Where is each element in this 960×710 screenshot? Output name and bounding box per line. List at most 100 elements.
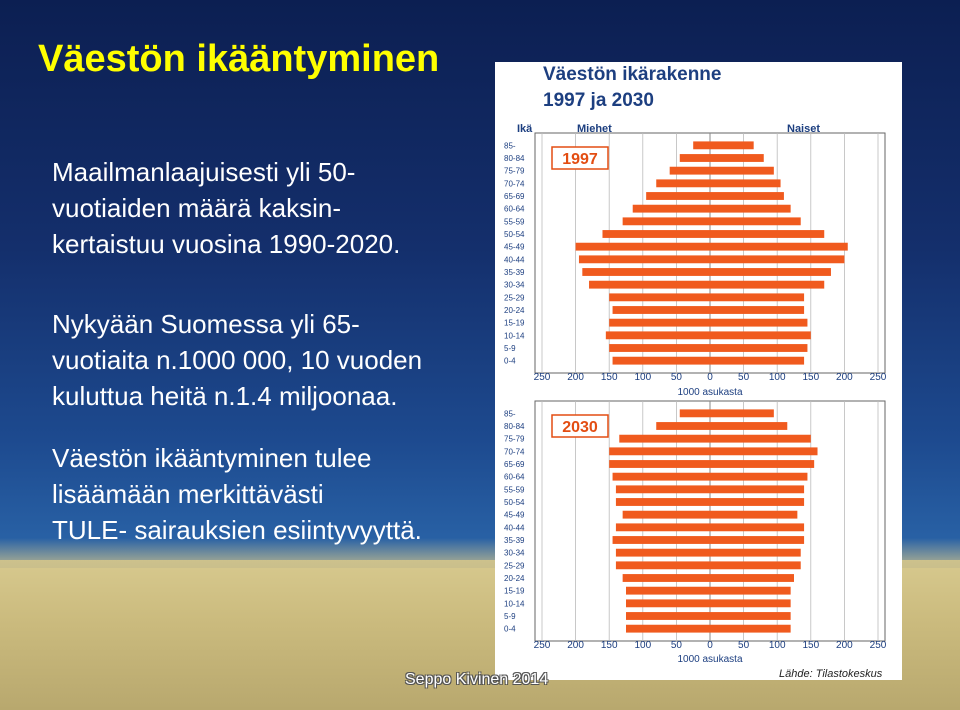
bar-male	[615, 523, 710, 532]
age-tick-label: 10-14	[504, 599, 525, 608]
bar-female	[710, 318, 808, 327]
bar-female	[710, 179, 781, 188]
age-tick-label: 20-24	[504, 306, 525, 315]
bar-male	[589, 280, 710, 289]
age-tick-label: 45-49	[504, 511, 525, 520]
x-tick-label: 200	[567, 640, 584, 651]
bar-male	[626, 599, 710, 608]
age-tick-label: 35-39	[504, 268, 525, 277]
bar-female	[710, 447, 818, 456]
bar-male	[693, 141, 710, 150]
age-tick-label: 15-19	[504, 319, 525, 328]
bar-female	[710, 166, 774, 175]
x-tick-label: 250	[870, 640, 887, 651]
bar-male	[575, 242, 710, 251]
x-tick-label: 100	[634, 372, 651, 383]
x-tick-label: 250	[870, 372, 887, 383]
bar-male	[602, 230, 710, 238]
paragraph-line: vuotiaiden määrä kaksin-	[52, 193, 342, 223]
bar-female	[710, 217, 801, 226]
bar-female	[710, 268, 831, 276]
population-pyramid-figure: Väestön ikärakenne 1997 ja 2030 Ikä Miehe…	[495, 62, 902, 680]
age-tick-label: 80-84	[504, 422, 525, 431]
legend-female-label: Naiset	[787, 123, 820, 135]
bar-female	[710, 548, 801, 557]
age-tick-label: 75-79	[504, 167, 525, 176]
paragraph-line: lisäämään merkittävästi	[52, 479, 324, 509]
bar-female	[710, 510, 798, 519]
bar-female	[710, 485, 805, 494]
age-tick-label: 85-	[504, 409, 516, 418]
bar-male	[609, 293, 710, 302]
x-axis-label: 1000 asukasta	[677, 654, 742, 665]
age-tick-label: 70-74	[504, 179, 525, 188]
bar-male	[612, 356, 710, 365]
x-tick-label: 100	[769, 640, 786, 651]
age-tick-label: 70-74	[504, 447, 525, 456]
bar-male	[615, 548, 710, 557]
bar-female	[710, 204, 791, 213]
bar-female	[710, 255, 845, 264]
age-tick-label: 45-49	[504, 243, 525, 252]
paragraph-line: Nykyään Suomessa yli 65-	[52, 309, 360, 339]
bar-male	[626, 624, 710, 633]
paragraph-finland-65: Nykyään Suomessa yli 65- vuotiaita n.100…	[52, 306, 422, 414]
age-tick-label: 65-69	[504, 460, 525, 469]
bar-female	[710, 586, 791, 595]
x-tick-label: 50	[738, 372, 750, 383]
age-tick-label: 15-19	[504, 587, 525, 596]
bar-male	[679, 154, 710, 162]
bar-female	[710, 422, 788, 430]
bar-female	[710, 536, 805, 544]
x-tick-label: 150	[802, 372, 819, 383]
paragraph-world-aging: Maailmanlaajuisesti yli 50- vuotiaiden m…	[52, 154, 400, 262]
age-tick-label: 25-29	[504, 293, 525, 302]
paragraph-line: Maailmanlaajuisesti yli 50-	[52, 157, 356, 187]
bar-male	[619, 434, 710, 443]
bar-female	[710, 192, 784, 200]
bar-female	[710, 154, 764, 162]
slide-title: Väestön ikääntyminen	[38, 38, 440, 80]
age-tick-label: 0-4	[504, 357, 516, 366]
bar-male	[609, 447, 710, 456]
x-tick-label: 50	[671, 372, 683, 383]
x-axis-label: 1000 asukasta	[677, 387, 742, 398]
chart-source: Lähde: Tilastokeskus	[779, 668, 883, 680]
x-tick-label: 150	[601, 640, 618, 651]
age-tick-label: 55-59	[504, 485, 525, 494]
paragraph-line: TULE- sairauksien esiintyvyyttä.	[52, 515, 422, 545]
age-tick-label: 5-9	[504, 344, 516, 353]
paragraph-tule-diseases: Väestön ikääntyminen tulee lisäämään mer…	[52, 440, 422, 548]
age-tick-label: 50-54	[504, 498, 525, 507]
paragraph-line: vuotiaita n.1000 000, 10 vuoden	[52, 345, 423, 375]
x-tick-label: 200	[567, 372, 584, 383]
age-tick-label: 40-44	[504, 523, 525, 532]
age-tick-label: 85-	[504, 141, 516, 150]
bar-male	[582, 268, 710, 276]
paragraph-line: kuluttua heitä n.1.4 miljoonaa.	[52, 381, 398, 411]
paragraph-line: kertaistuu vuosina 1990-2020.	[52, 229, 401, 259]
population-pyramid-chart: Väestön ikärakenne 1997 ja 2030 Ikä Miehe…	[504, 64, 887, 680]
chart-title: Väestön ikärakenne	[543, 64, 721, 85]
year-badge-frame	[551, 146, 609, 170]
bar-female	[710, 242, 848, 251]
age-tick-label: 75-79	[504, 435, 525, 444]
bar-female	[710, 356, 805, 365]
x-tick-label: 50	[738, 640, 750, 651]
paragraph-line: Väestön ikääntyminen tulee	[52, 443, 372, 473]
bar-female	[710, 523, 805, 532]
bar-male	[612, 536, 710, 544]
chart-subtitle: 1997 ja 2030	[543, 90, 654, 111]
bar-female	[710, 409, 774, 418]
x-tick-label: 50	[671, 640, 683, 651]
age-tick-label: 10-14	[504, 331, 525, 340]
age-tick-label: 30-34	[504, 549, 525, 558]
bar-female	[710, 472, 808, 481]
bar-male	[656, 179, 710, 188]
bar-female	[710, 293, 805, 302]
bar-male	[669, 166, 710, 175]
x-tick-label: 200	[836, 640, 853, 651]
bar-male	[656, 422, 710, 430]
bar-female	[710, 230, 825, 238]
